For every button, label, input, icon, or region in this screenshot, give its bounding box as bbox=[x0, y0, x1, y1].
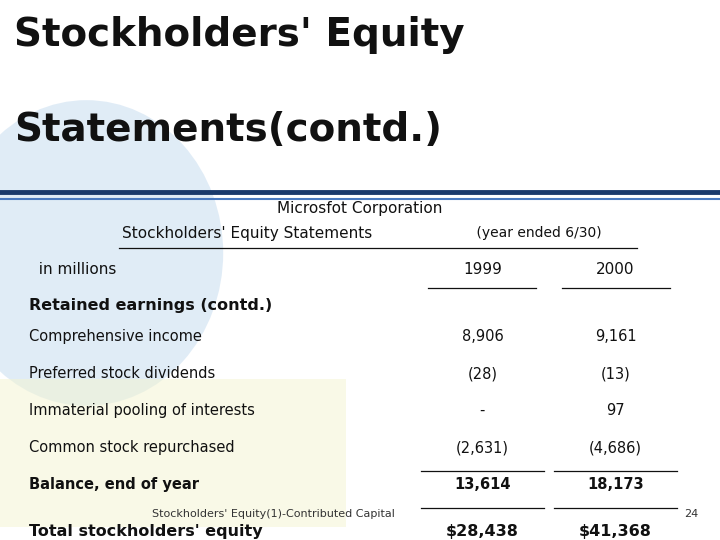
Text: 18,173: 18,173 bbox=[588, 477, 644, 492]
Text: Statements(contd.): Statements(contd.) bbox=[14, 111, 442, 148]
Text: Stockholders' Equity: Stockholders' Equity bbox=[14, 16, 465, 54]
Text: 9,161: 9,161 bbox=[595, 329, 636, 345]
Text: -: - bbox=[480, 403, 485, 418]
Text: (2,631): (2,631) bbox=[456, 440, 509, 455]
Text: (13): (13) bbox=[600, 366, 631, 381]
Text: Microsfot Corporation: Microsfot Corporation bbox=[277, 201, 443, 217]
Text: (4,686): (4,686) bbox=[589, 440, 642, 455]
Text: Preferred stock dividends: Preferred stock dividends bbox=[29, 366, 215, 381]
Text: Common stock repurchased: Common stock repurchased bbox=[29, 440, 235, 455]
Text: 97: 97 bbox=[606, 403, 625, 418]
Text: Retained earnings (contd.): Retained earnings (contd.) bbox=[29, 298, 272, 313]
Text: in millions: in millions bbox=[29, 262, 116, 277]
Text: 24: 24 bbox=[684, 509, 698, 519]
Text: Comprehensive income: Comprehensive income bbox=[29, 329, 202, 345]
Text: Balance, end of year: Balance, end of year bbox=[29, 477, 199, 492]
Text: 8,906: 8,906 bbox=[462, 329, 503, 345]
Text: (year ended 6/30): (year ended 6/30) bbox=[472, 226, 601, 240]
Text: Stockholders' Equity(1)-Contributed Capital: Stockholders' Equity(1)-Contributed Capi… bbox=[152, 509, 395, 519]
Text: $41,368: $41,368 bbox=[579, 524, 652, 539]
Text: Immaterial pooling of interests: Immaterial pooling of interests bbox=[29, 403, 255, 418]
Text: Stockholders' Equity Statements: Stockholders' Equity Statements bbox=[122, 226, 373, 241]
Ellipse shape bbox=[0, 100, 223, 406]
Bar bbox=[0, 380, 346, 527]
Text: (28): (28) bbox=[467, 366, 498, 381]
Text: $28,438: $28,438 bbox=[446, 524, 519, 539]
Text: 1999: 1999 bbox=[463, 262, 502, 277]
Text: 13,614: 13,614 bbox=[454, 477, 510, 492]
Text: 2000: 2000 bbox=[596, 262, 635, 277]
Text: Total stockholders' equity: Total stockholders' equity bbox=[29, 524, 262, 539]
